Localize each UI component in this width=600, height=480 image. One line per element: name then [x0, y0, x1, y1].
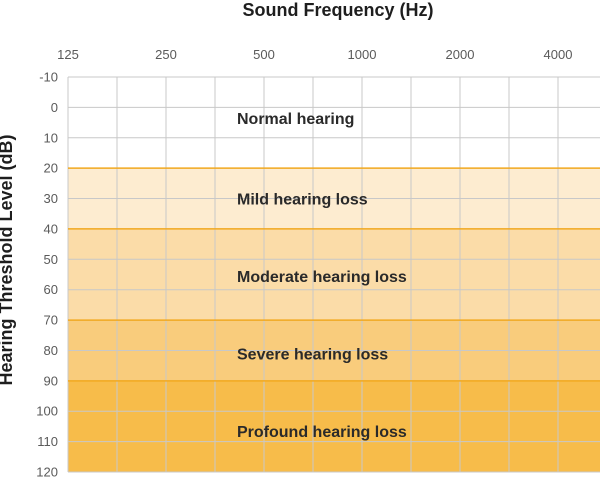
band-rect-2 — [68, 228, 600, 321]
y-tick-label-12: 110 — [37, 434, 58, 449]
band-rect-4 — [68, 380, 600, 472]
y-tick-label-10: 90 — [44, 373, 58, 388]
y-tick-label-1: 0 — [51, 100, 58, 115]
x-tick-layer: 125 250 500 1000 2000 4000 — [57, 47, 572, 62]
band-label-1: Mild hearing loss — [237, 192, 368, 209]
x-tick-label-1: 250 — [155, 47, 177, 62]
band-label-2: Moderate hearing loss — [237, 269, 407, 286]
y-tick-label-13: 120 — [36, 465, 58, 480]
y-tick-layer: -10 0 10 20 30 40 50 60 70 80 90 100 110 120 — [36, 70, 58, 480]
y-tick-label-5: 40 — [44, 221, 58, 236]
boundary-layer — [68, 167, 600, 382]
x-axis-title: Sound Frequency (Hz) — [242, 0, 433, 20]
x-tick-label-3: 1000 — [348, 47, 377, 62]
x-tick-label-0: 125 — [57, 47, 79, 62]
y-tick-label-8: 70 — [44, 313, 58, 328]
x-tick-label-5: 4000 — [544, 47, 573, 62]
y-tick-label-4: 30 — [44, 191, 58, 206]
y-tick-label-7: 60 — [44, 282, 58, 297]
y-tick-label-6: 50 — [44, 252, 58, 267]
grid-layer — [67, 76, 600, 473]
y-tick-label-9: 80 — [44, 343, 58, 358]
y-tick-label-2: 10 — [44, 130, 58, 145]
x-tick-label-2: 500 — [253, 47, 275, 62]
band-label-0: Normal hearing — [237, 111, 354, 128]
band-label-3: Severe hearing loss — [237, 347, 388, 364]
y-tick-label-11: 100 — [36, 404, 58, 419]
x-tick-label-4: 2000 — [446, 47, 475, 62]
y-tick-label-3: 20 — [44, 161, 58, 176]
y-tick-label-0: -10 — [39, 70, 58, 85]
band-label-layer: Normal hearing Mild hearing loss Moderate … — [237, 111, 407, 441]
band-label-4: Profound hearing loss — [237, 424, 407, 441]
band-rect-0 — [68, 77, 600, 169]
y-axis-title: Hearing Threshold Level (dB) — [0, 134, 16, 385]
